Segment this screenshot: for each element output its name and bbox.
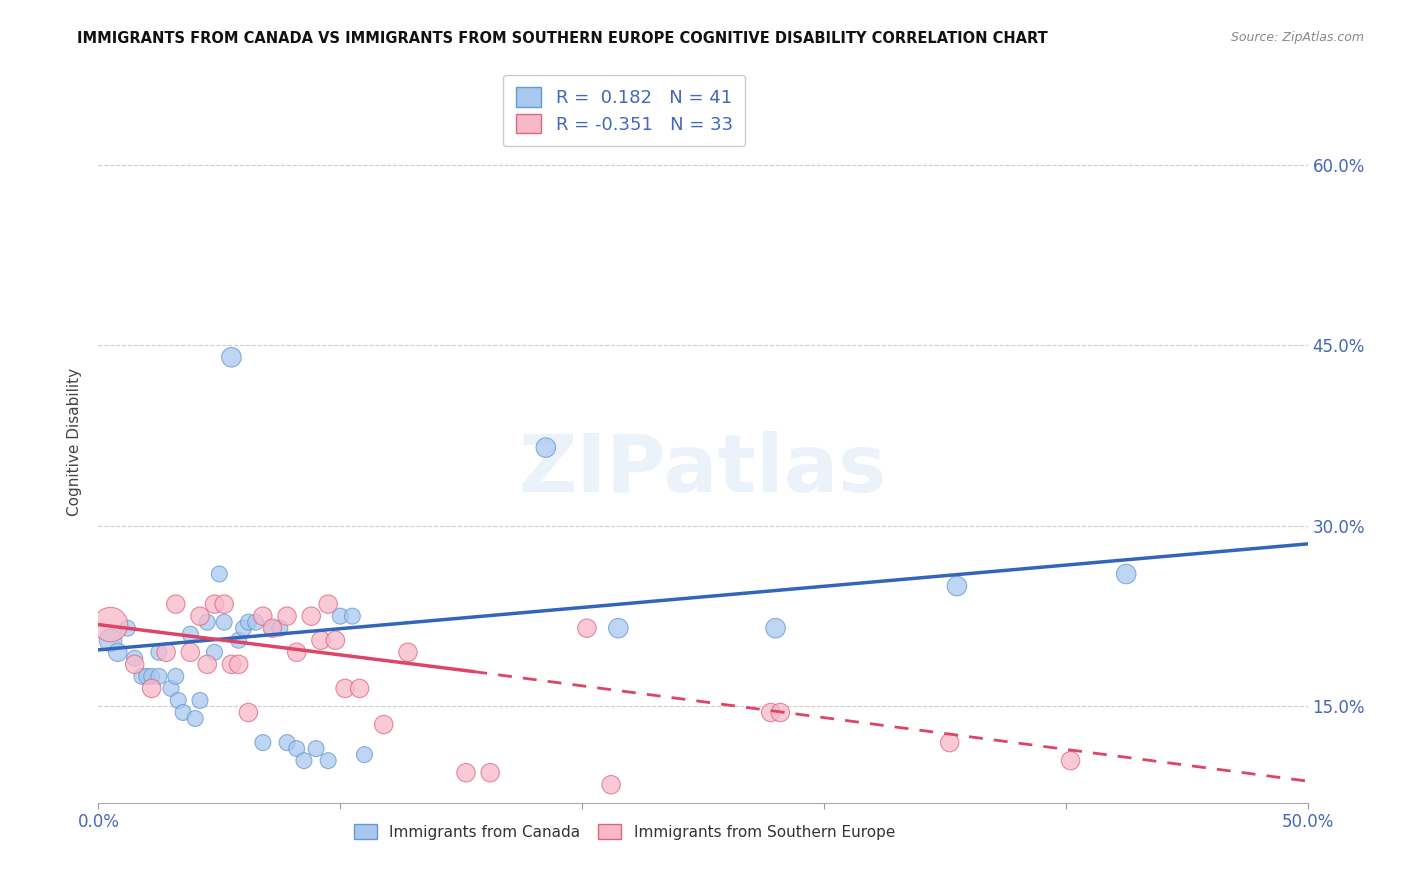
Point xyxy=(100,633,122,648)
Point xyxy=(333,681,356,696)
Point xyxy=(759,706,782,720)
Point xyxy=(141,669,163,683)
Point xyxy=(252,609,274,624)
Point xyxy=(316,754,339,768)
Point xyxy=(184,712,207,726)
Point xyxy=(212,615,235,630)
Point xyxy=(107,645,129,659)
Point xyxy=(316,597,339,611)
Point xyxy=(141,681,163,696)
Point xyxy=(204,645,226,659)
Point xyxy=(245,615,267,630)
Point xyxy=(148,645,170,659)
Point xyxy=(1115,567,1137,582)
Point xyxy=(221,657,243,672)
Point xyxy=(534,441,557,455)
Point xyxy=(276,735,298,749)
Point xyxy=(575,621,598,635)
Point xyxy=(276,609,298,624)
Point xyxy=(309,633,332,648)
Text: Source: ZipAtlas.com: Source: ZipAtlas.com xyxy=(1230,31,1364,45)
Point xyxy=(165,597,187,611)
Point xyxy=(124,651,146,665)
Point xyxy=(204,597,226,611)
Point xyxy=(479,765,502,780)
Point xyxy=(262,621,284,635)
Point xyxy=(342,609,364,624)
Text: ZIPatlas: ZIPatlas xyxy=(519,432,887,509)
Point xyxy=(607,621,630,635)
Point xyxy=(135,669,157,683)
Point xyxy=(373,717,395,731)
Point xyxy=(179,627,201,641)
Point xyxy=(353,747,375,762)
Point xyxy=(208,567,231,582)
Point xyxy=(299,609,322,624)
Point xyxy=(285,645,308,659)
Point xyxy=(938,735,960,749)
Point xyxy=(305,741,328,756)
Legend: Immigrants from Canada, Immigrants from Southern Europe: Immigrants from Canada, Immigrants from … xyxy=(347,818,901,846)
Point xyxy=(292,754,315,768)
Point xyxy=(188,609,211,624)
Point xyxy=(765,621,787,635)
Point xyxy=(179,645,201,659)
Point xyxy=(165,669,187,683)
Y-axis label: Cognitive Disability: Cognitive Disability xyxy=(67,368,83,516)
Point xyxy=(285,741,308,756)
Point xyxy=(238,615,260,630)
Point xyxy=(221,350,243,364)
Point xyxy=(212,597,235,611)
Point xyxy=(172,706,194,720)
Point xyxy=(1059,754,1081,768)
Point xyxy=(160,681,183,696)
Point xyxy=(148,669,170,683)
Point xyxy=(769,706,792,720)
Point xyxy=(155,645,177,659)
Point xyxy=(329,609,352,624)
Point xyxy=(349,681,371,696)
Point xyxy=(454,765,477,780)
Point xyxy=(131,669,153,683)
Point xyxy=(124,657,146,672)
Point xyxy=(396,645,419,659)
Point xyxy=(167,693,190,707)
Point xyxy=(238,706,260,720)
Point xyxy=(195,657,218,672)
Point xyxy=(228,657,250,672)
Point xyxy=(325,633,347,648)
Point xyxy=(195,615,218,630)
Point xyxy=(252,735,274,749)
Point xyxy=(228,633,250,648)
Text: IMMIGRANTS FROM CANADA VS IMMIGRANTS FROM SOUTHERN EUROPE COGNITIVE DISABILITY C: IMMIGRANTS FROM CANADA VS IMMIGRANTS FRO… xyxy=(77,31,1047,46)
Point xyxy=(188,693,211,707)
Point xyxy=(232,621,254,635)
Point xyxy=(117,621,139,635)
Point xyxy=(600,778,623,792)
Point xyxy=(269,621,291,635)
Point xyxy=(262,621,284,635)
Point xyxy=(946,579,969,593)
Point xyxy=(100,617,122,632)
